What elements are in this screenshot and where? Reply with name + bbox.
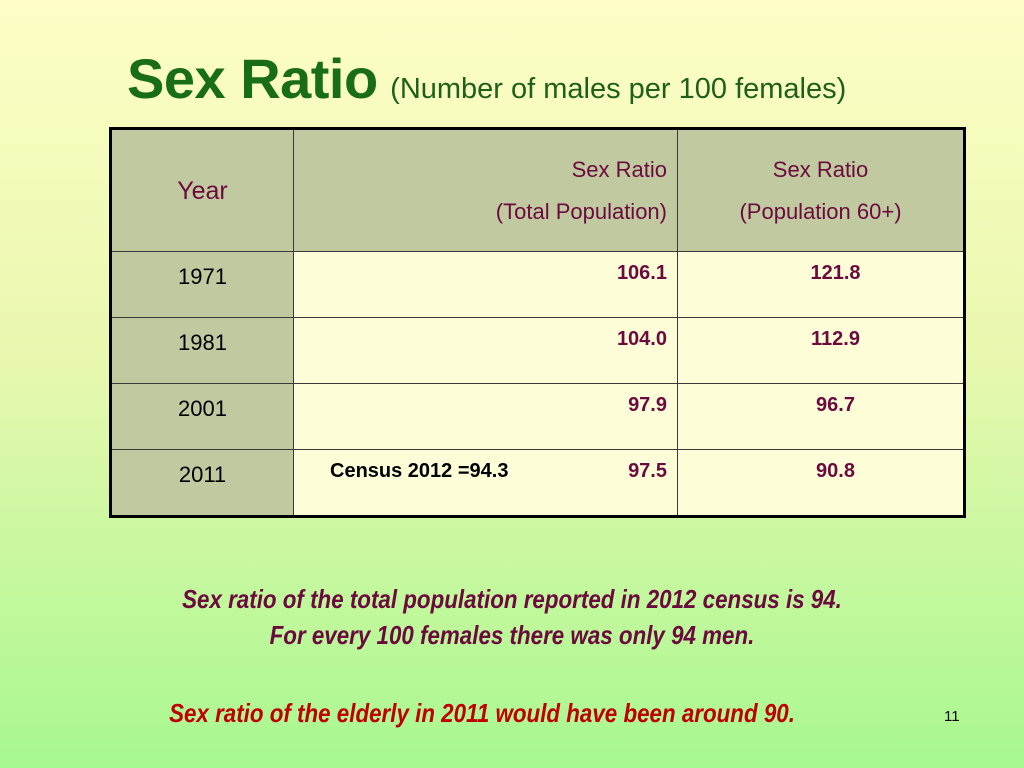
caption-per-100-females: For every 100 females there was only 94 … [269, 620, 755, 650]
header-year: Year [110, 128, 294, 252]
header-total: Sex Ratio (Total Population) [293, 128, 678, 252]
header-total-line1: Sex Ratio [571, 156, 667, 182]
elderly-cell: 112.9 [677, 317, 965, 384]
slide-number: 11 [944, 708, 960, 725]
total-value: 97.5 [628, 460, 667, 482]
total-cell: Census 2012 =94.3 97.5 [293, 449, 678, 517]
year-cell: 1981 [110, 317, 294, 384]
total-cell: 104.0 [293, 317, 678, 384]
header-total-line2: (Total Population) [495, 198, 667, 224]
table-header-row: Year Sex Ratio (Total Population) Sex Ra… [110, 128, 965, 252]
year-cell: 2011 [110, 449, 294, 517]
header-elderly-line2: (Population 60+) [739, 198, 902, 224]
census-note: Census 2012 =94.3 [330, 460, 509, 482]
year-cell: 1971 [110, 251, 294, 318]
header-elderly-line1: Sex Ratio [772, 156, 869, 182]
elderly-cell: 121.8 [677, 251, 965, 318]
caption-census-2012: Sex ratio of the total population report… [182, 584, 842, 614]
table-row: 1981 104.0 112.9 [110, 317, 965, 384]
header-elderly: Sex Ratio (Population 60+) [677, 128, 965, 252]
elderly-cell: 96.7 [677, 383, 965, 450]
total-value: 104.0 [616, 328, 667, 350]
table-row: 2001 97.9 96.7 [110, 383, 965, 450]
slide-title: Sex Ratio (Number of males per 100 femal… [127, 46, 846, 111]
table-row: 1971 106.1 121.8 [110, 251, 965, 318]
caption-elderly-2011: Sex ratio of the elderly in 2011 would h… [169, 698, 795, 728]
table-row: 2011 Census 2012 =94.3 97.5 90.8 [110, 449, 965, 517]
year-cell: 2001 [110, 383, 294, 450]
title-subtitle: (Number of males per 100 females) [390, 73, 847, 105]
total-cell: 106.1 [293, 251, 678, 318]
total-cell: 97.9 [293, 383, 678, 450]
total-value: 106.1 [616, 262, 667, 284]
elderly-cell: 90.8 [677, 449, 965, 517]
title-main: Sex Ratio [127, 47, 378, 110]
sex-ratio-table: Year Sex Ratio (Total Population) Sex Ra… [109, 127, 966, 518]
total-value: 97.9 [628, 394, 667, 416]
